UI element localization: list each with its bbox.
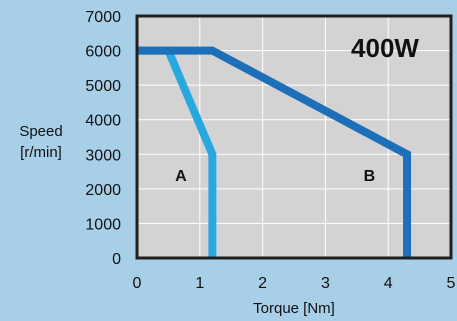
x-tick-label: 5 xyxy=(447,275,456,292)
series-lines xyxy=(137,46,412,258)
y-tick-label: 3000 xyxy=(85,147,121,164)
region-label-b: B xyxy=(364,168,376,185)
y-tick-label: 0 xyxy=(112,251,121,268)
x-tick-label: 1 xyxy=(195,275,204,292)
plot-background xyxy=(137,16,451,258)
power-rating-label: 400W xyxy=(351,33,419,63)
region-label-a: A xyxy=(175,168,187,185)
y-tick-label: 6000 xyxy=(85,44,121,61)
y-tick-label: 2000 xyxy=(85,182,121,199)
y-tick-label: 5000 xyxy=(85,78,121,95)
x-tick-label: 4 xyxy=(384,275,393,292)
curve-b-line xyxy=(137,46,412,258)
plot-frame xyxy=(135,14,453,260)
x-axis-ticks: 0 1 2 3 4 5 xyxy=(133,275,456,292)
y-tick-label: 7000 xyxy=(85,9,121,26)
x-tick-label: 3 xyxy=(321,275,330,292)
y-axis-label-line-1: Speed xyxy=(19,123,62,140)
y-axis-ticks: 0 1000 2000 3000 4000 5000 6000 7000 xyxy=(85,9,121,268)
x-tick-label: 2 xyxy=(258,275,267,292)
y-tick-label: 4000 xyxy=(85,113,121,130)
x-tick-label: 0 xyxy=(133,275,142,292)
y-tick-label: 1000 xyxy=(85,216,121,233)
x-axis-label: Torque [Nm] xyxy=(253,300,335,317)
y-axis-label-line-2: [r/min] xyxy=(20,144,62,161)
